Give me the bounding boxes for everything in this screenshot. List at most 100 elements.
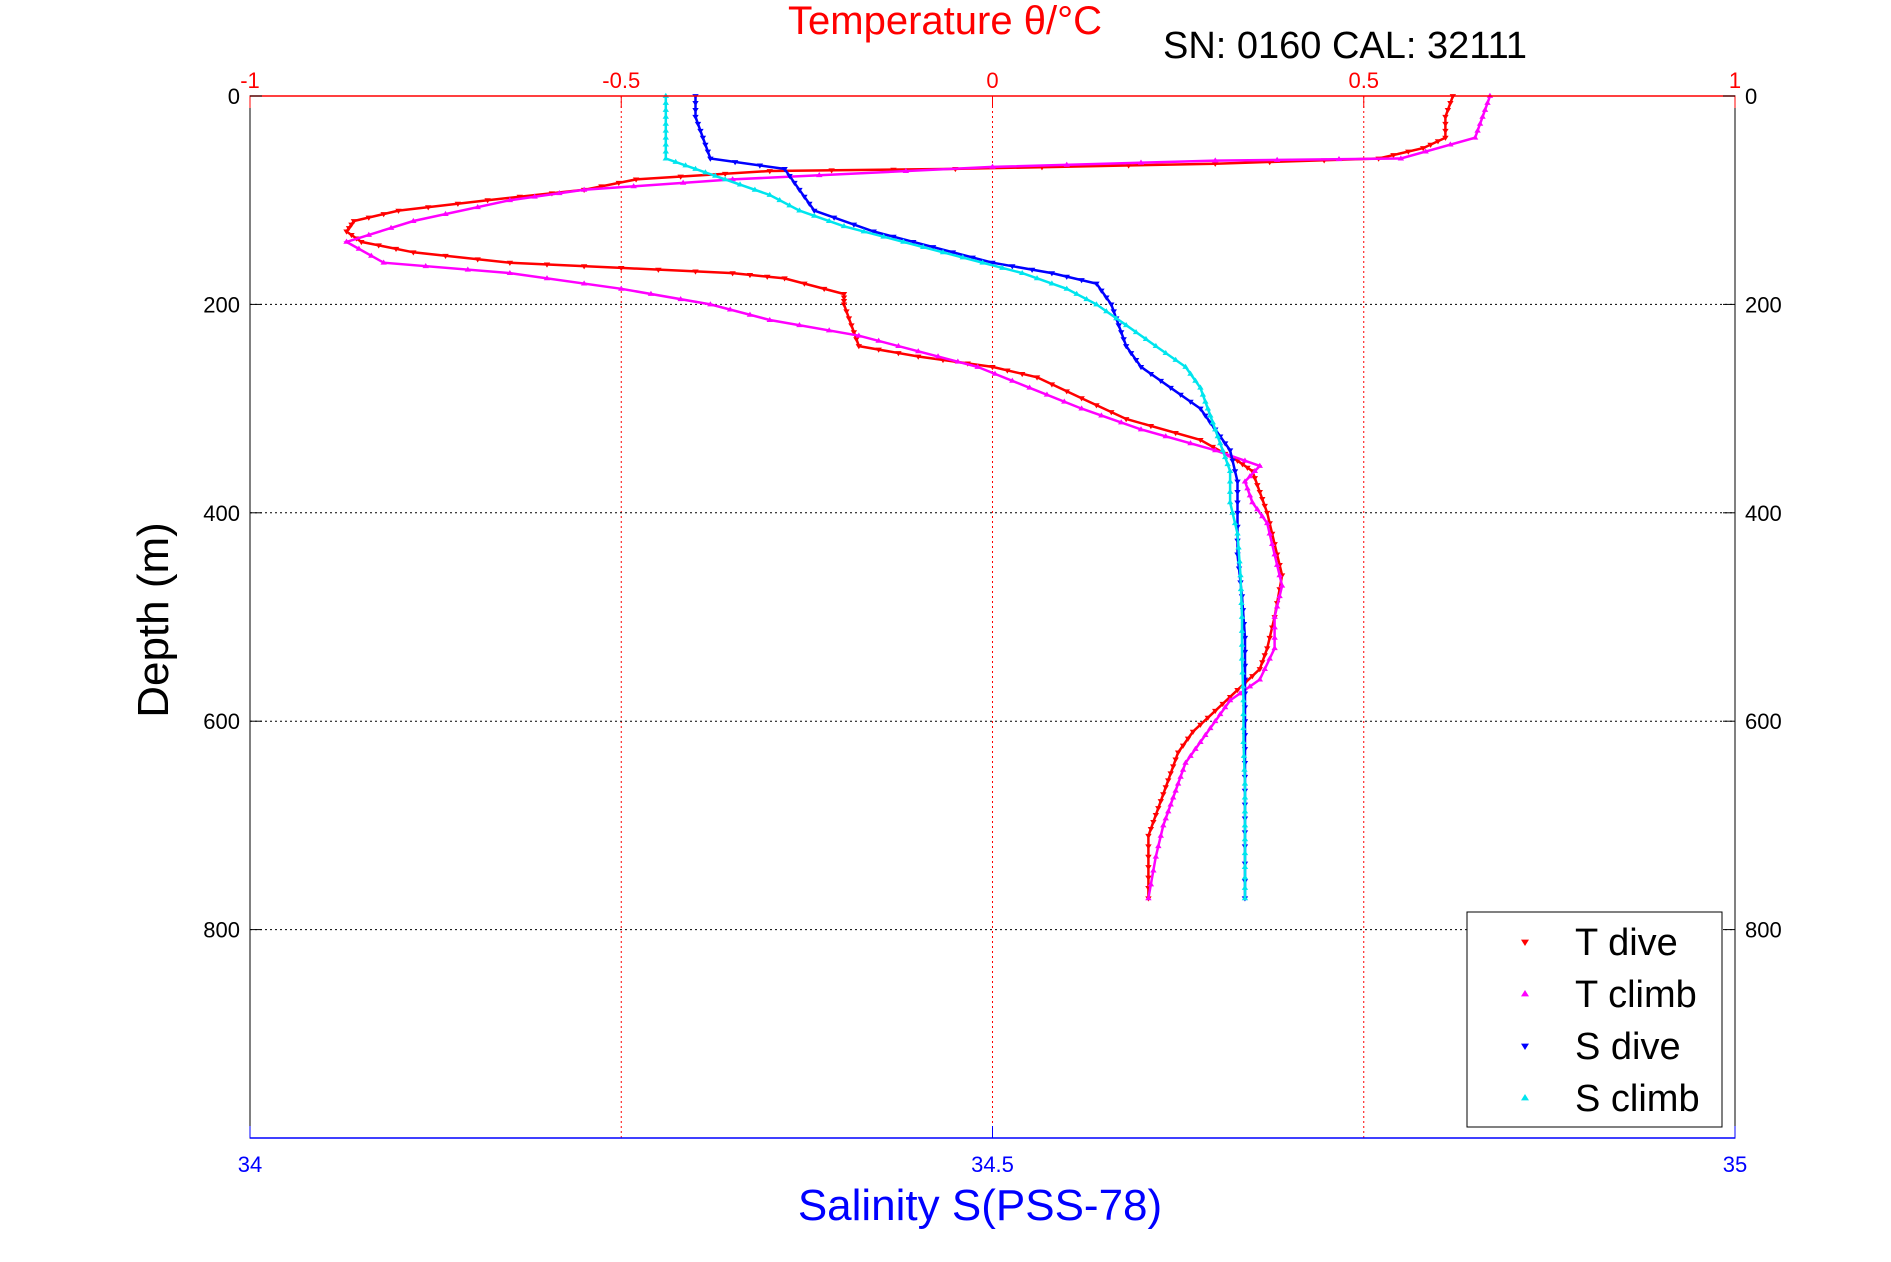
data-point bbox=[736, 181, 744, 187]
data-point bbox=[702, 169, 709, 175]
data-point bbox=[712, 172, 719, 178]
data-point bbox=[1155, 843, 1162, 849]
tick-label-left: 600 bbox=[203, 709, 240, 734]
data-point bbox=[726, 306, 734, 312]
data-point bbox=[1108, 410, 1115, 416]
data-point bbox=[1083, 295, 1090, 302]
data-point bbox=[786, 202, 793, 208]
data-point bbox=[702, 142, 709, 148]
data-point bbox=[1241, 635, 1249, 642]
data-point bbox=[949, 250, 957, 256]
data-point bbox=[1221, 441, 1229, 447]
data-point bbox=[1202, 413, 1209, 419]
data-point bbox=[848, 323, 855, 329]
data-point bbox=[1172, 757, 1179, 763]
data-point bbox=[979, 259, 986, 265]
chart-title: Temperature θ/°C bbox=[788, 0, 1102, 43]
data-point bbox=[1434, 139, 1442, 145]
data-point bbox=[766, 191, 773, 197]
data-point bbox=[410, 250, 417, 256]
data-point bbox=[1145, 865, 1152, 871]
data-point bbox=[776, 197, 783, 203]
data-point bbox=[1204, 405, 1212, 411]
data-point bbox=[630, 183, 637, 189]
data-point bbox=[1471, 134, 1479, 140]
data-point bbox=[348, 233, 355, 239]
data-point bbox=[662, 127, 669, 133]
data-point bbox=[662, 99, 669, 105]
data-point bbox=[1122, 322, 1130, 328]
data-point bbox=[1147, 424, 1155, 430]
legend-box bbox=[1466, 911, 1723, 1128]
data-point bbox=[655, 267, 662, 273]
data-point bbox=[1238, 627, 1246, 633]
data-point bbox=[766, 316, 773, 322]
data-point bbox=[1442, 128, 1449, 134]
data-point bbox=[840, 302, 848, 308]
grid bbox=[250, 96, 1735, 1138]
data-point bbox=[1266, 530, 1273, 536]
data-point bbox=[729, 271, 736, 277]
data-point bbox=[1202, 398, 1209, 404]
data-point bbox=[707, 301, 714, 307]
data-point bbox=[618, 285, 625, 291]
legend-label: S dive bbox=[1575, 1026, 1681, 1068]
data-point bbox=[959, 254, 966, 260]
data-point bbox=[910, 239, 917, 246]
data-point bbox=[766, 169, 773, 175]
data-point bbox=[1226, 697, 1234, 703]
data-point bbox=[1160, 822, 1167, 828]
data-point bbox=[1147, 371, 1155, 378]
data-point bbox=[1236, 690, 1244, 696]
legend-label: S climb bbox=[1575, 1078, 1700, 1120]
data-point bbox=[1207, 724, 1214, 731]
data-point bbox=[811, 212, 818, 218]
data-point bbox=[1244, 465, 1251, 471]
data-point bbox=[1241, 780, 1249, 786]
data-point bbox=[1167, 801, 1174, 807]
data-point bbox=[1209, 444, 1216, 451]
tick-label-bottom: 34 bbox=[238, 1152, 262, 1177]
data-point bbox=[1241, 457, 1249, 463]
data-point bbox=[821, 286, 828, 292]
data-point bbox=[1241, 766, 1248, 772]
data-point bbox=[1234, 479, 1241, 485]
data-point bbox=[1204, 715, 1212, 721]
data-point bbox=[1474, 127, 1481, 133]
data-point bbox=[895, 342, 902, 348]
tick-label-top: 1 bbox=[1729, 68, 1741, 93]
data-point bbox=[543, 275, 551, 281]
data-point bbox=[704, 149, 712, 155]
data-point bbox=[662, 120, 669, 126]
data-point bbox=[722, 176, 729, 182]
data-point bbox=[387, 224, 395, 230]
series-t-climb bbox=[343, 92, 1494, 901]
data-point bbox=[1246, 683, 1254, 689]
data-point bbox=[1238, 655, 1246, 661]
data-point bbox=[350, 219, 358, 225]
data-point bbox=[1063, 274, 1070, 280]
data-point bbox=[1226, 448, 1234, 454]
data-point bbox=[1189, 729, 1197, 735]
data-point bbox=[989, 163, 996, 169]
data-point bbox=[1442, 114, 1449, 121]
data-point bbox=[860, 228, 867, 234]
data-point bbox=[1212, 708, 1219, 714]
data-point bbox=[1266, 655, 1273, 661]
data-point bbox=[1479, 113, 1486, 119]
data-point bbox=[1419, 146, 1427, 152]
data-point bbox=[1063, 161, 1070, 167]
data-point bbox=[1335, 156, 1343, 162]
data-point bbox=[1266, 160, 1273, 166]
data-point bbox=[531, 193, 538, 199]
data-point bbox=[410, 217, 417, 223]
data-point bbox=[915, 348, 922, 354]
data-point bbox=[1125, 163, 1132, 169]
data-point bbox=[662, 155, 669, 161]
data-point bbox=[580, 186, 588, 192]
data-point bbox=[343, 229, 350, 235]
data-point bbox=[1273, 561, 1281, 567]
data-point bbox=[1150, 867, 1157, 873]
data-point bbox=[1172, 787, 1179, 793]
data-point bbox=[1197, 722, 1204, 728]
